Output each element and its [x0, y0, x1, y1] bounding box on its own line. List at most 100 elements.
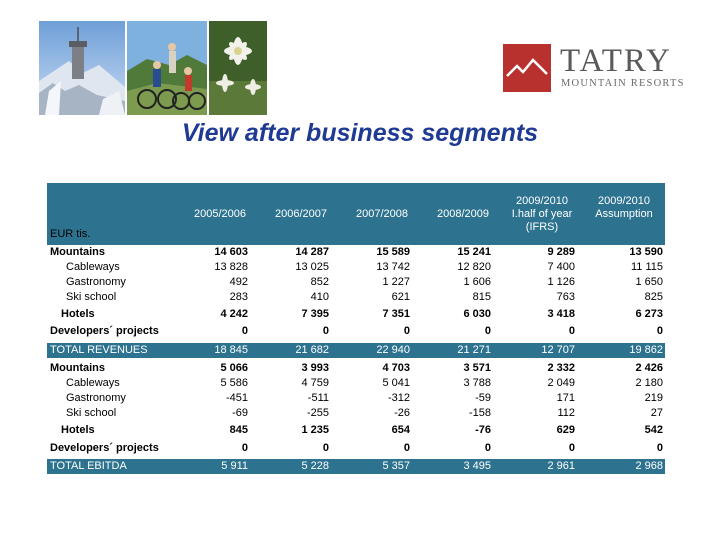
table-cell: 5 586: [220, 377, 248, 389]
table-cell: 2 968: [635, 460, 663, 472]
table-cell: 0: [484, 442, 491, 454]
row-label: Mountains: [50, 246, 105, 258]
table-cell: 2 180: [635, 377, 663, 389]
table-cell: 0: [403, 325, 410, 337]
table-cell: 825: [644, 291, 663, 303]
table-cell: 22 940: [376, 344, 410, 356]
column-header-line: 2007/2008: [356, 207, 408, 220]
row-label: Mountains: [50, 362, 105, 374]
table-cell: 629: [556, 424, 575, 436]
column-header-line: 2009/2010: [515, 194, 568, 207]
table-cell: 18 845: [214, 344, 248, 356]
table-cell: 0: [656, 442, 663, 454]
table-cell: 21 682: [295, 344, 329, 356]
column-header-line: 2008/2009: [437, 207, 489, 220]
tatry-logo-mark: [503, 44, 551, 92]
table-cell: 0: [403, 442, 410, 454]
table-cell: 14 287: [295, 246, 329, 258]
table-cell: 1 235: [301, 424, 329, 436]
table-cell: 0: [322, 325, 329, 337]
table-cell: 0: [568, 442, 575, 454]
table-cell: 0: [241, 442, 248, 454]
table-cell: 5 066: [220, 362, 248, 374]
table-cell: 219: [644, 392, 663, 404]
table-cell: 6 030: [463, 308, 491, 320]
unit-label: EUR tis.: [50, 228, 91, 240]
table-cell: 2 961: [547, 460, 575, 472]
table-cell: 4 242: [220, 308, 248, 320]
total-row-band: [47, 343, 665, 358]
total-row-band: [47, 459, 665, 474]
table-cell: 654: [391, 424, 410, 436]
column-header-line: Assumption: [595, 208, 653, 220]
edelweiss-photo: [209, 21, 267, 115]
table-cell: 410: [310, 291, 329, 303]
table-cell: -312: [387, 392, 410, 404]
table-cell: -451: [225, 392, 248, 404]
row-label: Developers´ projects: [50, 442, 159, 454]
mountain-station-photo: [39, 21, 125, 115]
table-cell: 3 571: [463, 362, 491, 374]
table-cell: 763: [556, 291, 575, 303]
column-header-line: 2005/2006: [194, 207, 246, 220]
table-cell: 13 828: [214, 261, 248, 273]
table-cell: 2 426: [635, 362, 663, 374]
column-header: 2009/2010 Assumption: [582, 183, 666, 245]
table-cell: 11 115: [630, 261, 663, 273]
row-label: Hotels: [61, 424, 95, 436]
table-cell: 12 707: [541, 344, 575, 356]
table-cell: -59: [475, 392, 491, 404]
table-cell: 1 650: [635, 276, 663, 288]
column-header: 2006/2007: [259, 183, 343, 245]
row-label: Cableways: [66, 377, 120, 389]
logo-subtitle: MOUNTAIN RESORTS: [561, 78, 685, 89]
column-header-line: I.half of year: [511, 207, 573, 220]
table-cell: 112: [557, 407, 575, 419]
table-cell: 621: [391, 291, 410, 303]
table-cell: 21 271: [457, 344, 491, 356]
table-cell: -511: [307, 392, 329, 404]
row-label: Hotels: [61, 308, 95, 320]
table-cell: 14 603: [214, 246, 248, 258]
logo-wordmark: TATRY: [560, 43, 672, 79]
table-header-band: [47, 183, 665, 245]
table-cell: 1 227: [382, 276, 410, 288]
table-cell: 5 911: [221, 460, 248, 472]
table-cell: 2 332: [547, 362, 575, 374]
row-label: Ski school: [66, 291, 117, 303]
cyclists-photo: [127, 21, 207, 115]
table-cell: 15 589: [376, 246, 410, 258]
table-cell: 0: [484, 325, 491, 337]
row-label: Gastronomy: [66, 392, 126, 404]
table-cell: 845: [229, 424, 248, 436]
row-label: Developers´ projects: [50, 325, 159, 337]
row-label: TOTAL EBITDA: [50, 460, 127, 472]
table-cell: 4 703: [382, 362, 410, 374]
table-cell: 27: [650, 407, 663, 419]
table-cell: 19 862: [629, 344, 663, 356]
table-cell: 7 351: [382, 308, 410, 320]
table-cell: 15 241: [457, 246, 491, 258]
table-cell: 6 273: [635, 308, 663, 320]
row-label: TOTAL REVENUES: [50, 344, 148, 356]
table-cell: 3 495: [463, 460, 491, 472]
table-cell: 13 025: [295, 261, 329, 273]
header-photos: [39, 21, 267, 115]
column-header: 2007/2008: [340, 183, 424, 245]
table-cell: 4 759: [301, 377, 329, 389]
column-header: 2008/2009: [421, 183, 505, 245]
row-label: Gastronomy: [66, 276, 126, 288]
table-cell: 815: [472, 291, 491, 303]
table-cell: 13 742: [376, 261, 410, 273]
table-cell: 2 049: [547, 377, 575, 389]
table-cell: 852: [310, 276, 329, 288]
table-cell: 0: [322, 442, 329, 454]
table-cell: 542: [644, 424, 663, 436]
table-cell: 0: [568, 325, 575, 337]
tatry-logo: TATRY MOUNTAIN RESORTS: [503, 44, 685, 92]
table-cell: 5 228: [301, 460, 329, 472]
table-cell: 0: [656, 325, 663, 337]
table-cell: 12 820: [457, 261, 491, 273]
page-title: View after business segments: [181, 119, 539, 147]
table-cell: 492: [229, 276, 248, 288]
